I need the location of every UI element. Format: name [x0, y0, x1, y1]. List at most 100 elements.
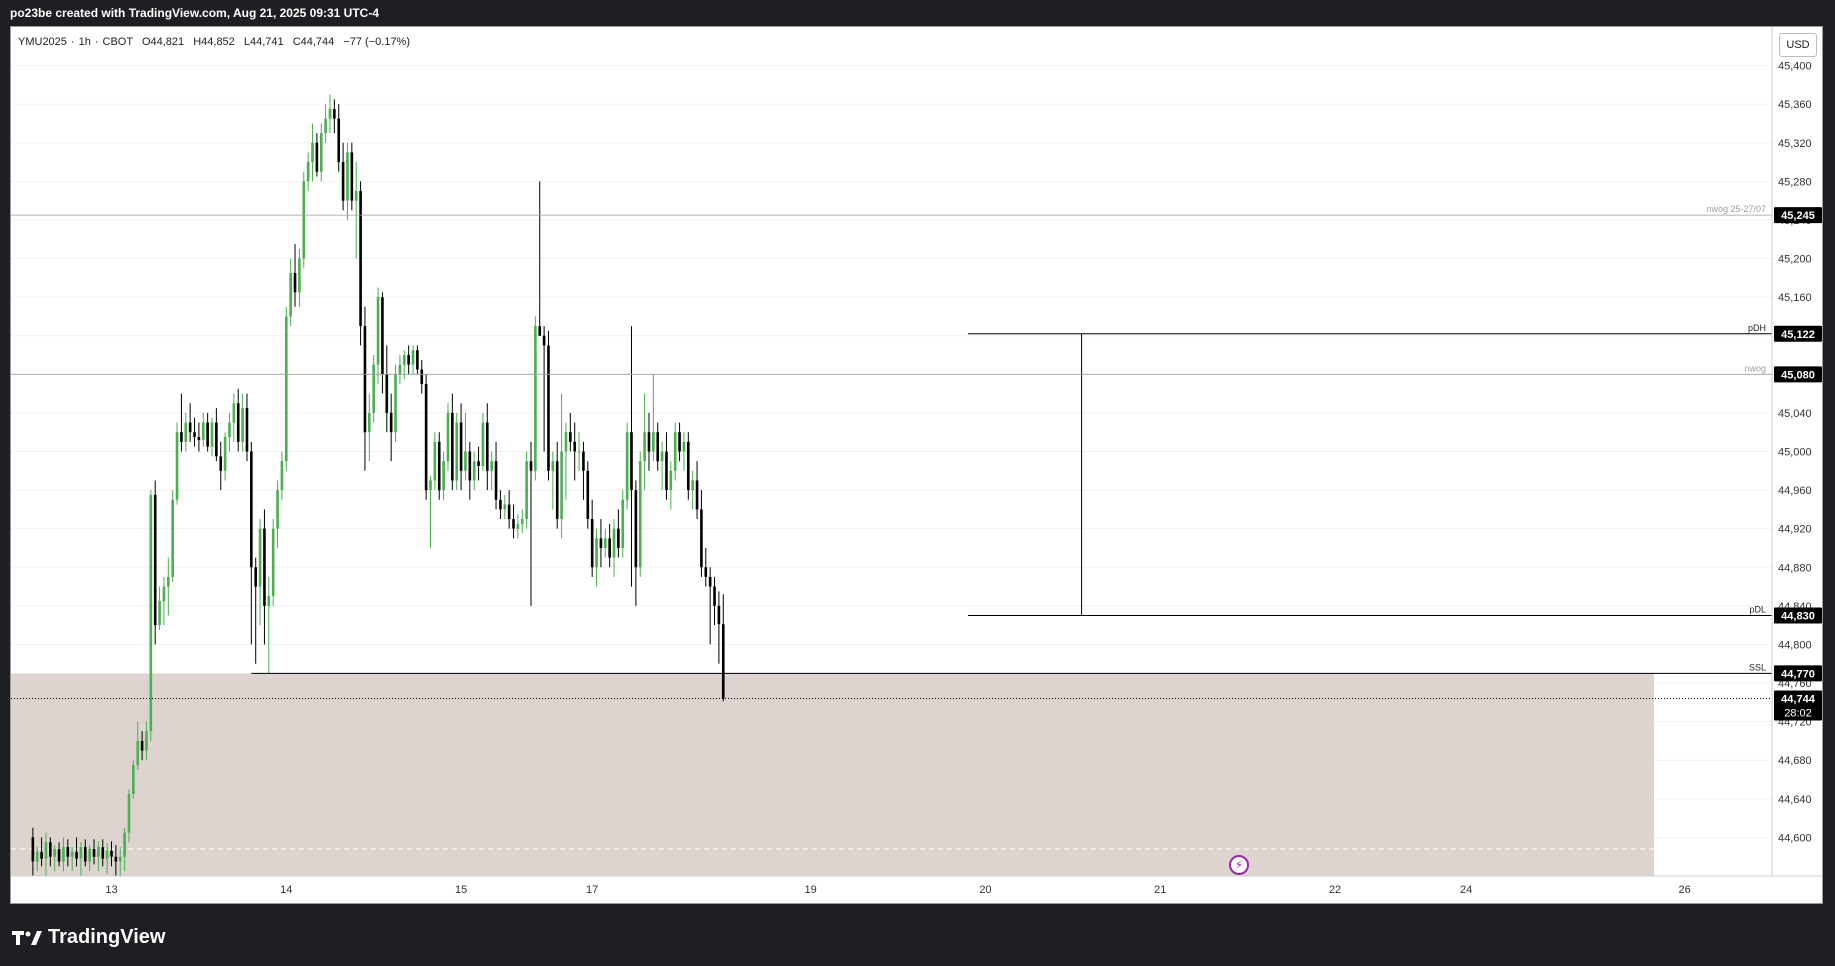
candle-body	[368, 412, 371, 433]
candle-body	[459, 422, 463, 471]
bottom-bar: TradingView	[0, 904, 1835, 966]
time-tick-label: 26	[1678, 884, 1690, 896]
candle-body	[105, 850, 109, 859]
price-chart[interactable]: nwog 25-27/07 pDH nwog pDL SSL 44,600 44,640 44…	[0, 0, 1835, 904]
price-tick-label: 44,920	[1778, 524, 1812, 536]
candle-body	[529, 461, 533, 471]
candle-body	[180, 432, 183, 442]
candle-body	[219, 456, 223, 471]
candle-body	[258, 528, 262, 587]
candle-body	[341, 162, 345, 201]
candle-body	[643, 432, 646, 462]
candle-body	[499, 499, 502, 510]
candle-body	[542, 335, 546, 346]
legend-open: O44,821	[141, 36, 185, 48]
level-price-tag-label: 44,770	[1781, 668, 1815, 680]
candle-body	[346, 152, 349, 201]
candle-body	[617, 528, 620, 548]
candle-body	[634, 490, 638, 568]
price-tick-label: 44,800	[1778, 639, 1812, 651]
level-price-tag	[1774, 325, 1822, 342]
candle-body	[717, 605, 721, 625]
price-tick-label: 45,040	[1778, 408, 1812, 420]
time-tick-label: 13	[105, 884, 117, 896]
level-price-tag-label: 44,830	[1781, 611, 1815, 623]
candle-body	[298, 258, 301, 293]
currency-button[interactable]: USD	[1779, 33, 1817, 57]
candle-body	[83, 847, 87, 862]
candle-body	[389, 412, 393, 433]
candle-body	[429, 480, 432, 491]
candle-body	[127, 793, 131, 833]
candle-body	[188, 422, 192, 433]
candle-body	[57, 848, 61, 862]
candle-body	[638, 461, 642, 568]
time-tick-label: 17	[586, 884, 598, 896]
legend-symbol[interactable]: YMU2025	[18, 36, 67, 48]
candle-body	[713, 586, 716, 606]
candle-body	[411, 350, 415, 365]
candle-body	[328, 109, 332, 119]
candle-body	[477, 461, 480, 466]
candle-body	[525, 461, 528, 520]
candle-body	[101, 847, 105, 859]
candle-body	[337, 118, 341, 163]
candle-body	[551, 461, 555, 471]
candle-body	[35, 851, 39, 862]
candle-body	[673, 432, 677, 471]
price-tick-label: 45,200	[1778, 254, 1812, 266]
candle-body	[306, 162, 310, 182]
candle-body	[446, 412, 450, 462]
candle-body	[171, 499, 174, 577]
tradingview-logo-icon	[12, 930, 42, 945]
legend-low: L44,741	[243, 36, 284, 48]
price-tick-label: 44,600	[1778, 832, 1812, 844]
level-label: SSL	[1749, 662, 1766, 672]
time-tick-label: 19	[805, 884, 817, 896]
candle-body	[416, 350, 419, 370]
candle-body	[245, 408, 249, 452]
legend-interval[interactable]: 1h	[78, 36, 91, 48]
candle-body	[319, 133, 323, 172]
candle-body	[704, 567, 708, 577]
candle-body	[586, 470, 590, 520]
candle-body	[215, 422, 218, 457]
candle-body	[284, 316, 288, 462]
candle-body	[158, 601, 161, 626]
candle-body	[123, 832, 126, 857]
candle-body	[232, 403, 236, 423]
candle-body	[468, 451, 472, 481]
level-label: pDL	[1749, 605, 1766, 615]
candle-body	[315, 142, 319, 172]
candle-body	[70, 851, 74, 857]
candle-body	[665, 451, 668, 491]
candle-body	[516, 523, 520, 529]
price-tick-label: 45,400	[1778, 61, 1812, 73]
candle-body	[686, 441, 690, 491]
candle-body	[433, 441, 437, 481]
candle-body	[603, 538, 607, 548]
candle-body	[437, 441, 441, 491]
level-price-tag	[1774, 665, 1822, 682]
candle-body	[62, 847, 65, 862]
candle-body	[647, 432, 651, 452]
candle-body	[140, 740, 144, 751]
time-tick-label: 24	[1460, 884, 1472, 896]
candle-body	[442, 461, 445, 491]
price-tick-label: 44,880	[1778, 562, 1812, 574]
candle-body	[118, 856, 122, 862]
candle-body	[149, 494, 153, 732]
candle-body	[92, 848, 96, 857]
candle-body	[402, 355, 406, 365]
candle-body	[691, 480, 694, 491]
candle-body	[612, 528, 616, 558]
candle-body	[507, 504, 511, 520]
candle-body	[420, 369, 424, 384]
candle-body	[547, 345, 550, 471]
brand[interactable]: TradingView	[12, 926, 165, 949]
alert-bolt-icon[interactable]: ⚡	[1229, 855, 1249, 875]
candle-body	[31, 837, 35, 862]
candle-body	[577, 451, 581, 453]
candle-body	[289, 273, 292, 317]
candle-body	[555, 461, 559, 520]
